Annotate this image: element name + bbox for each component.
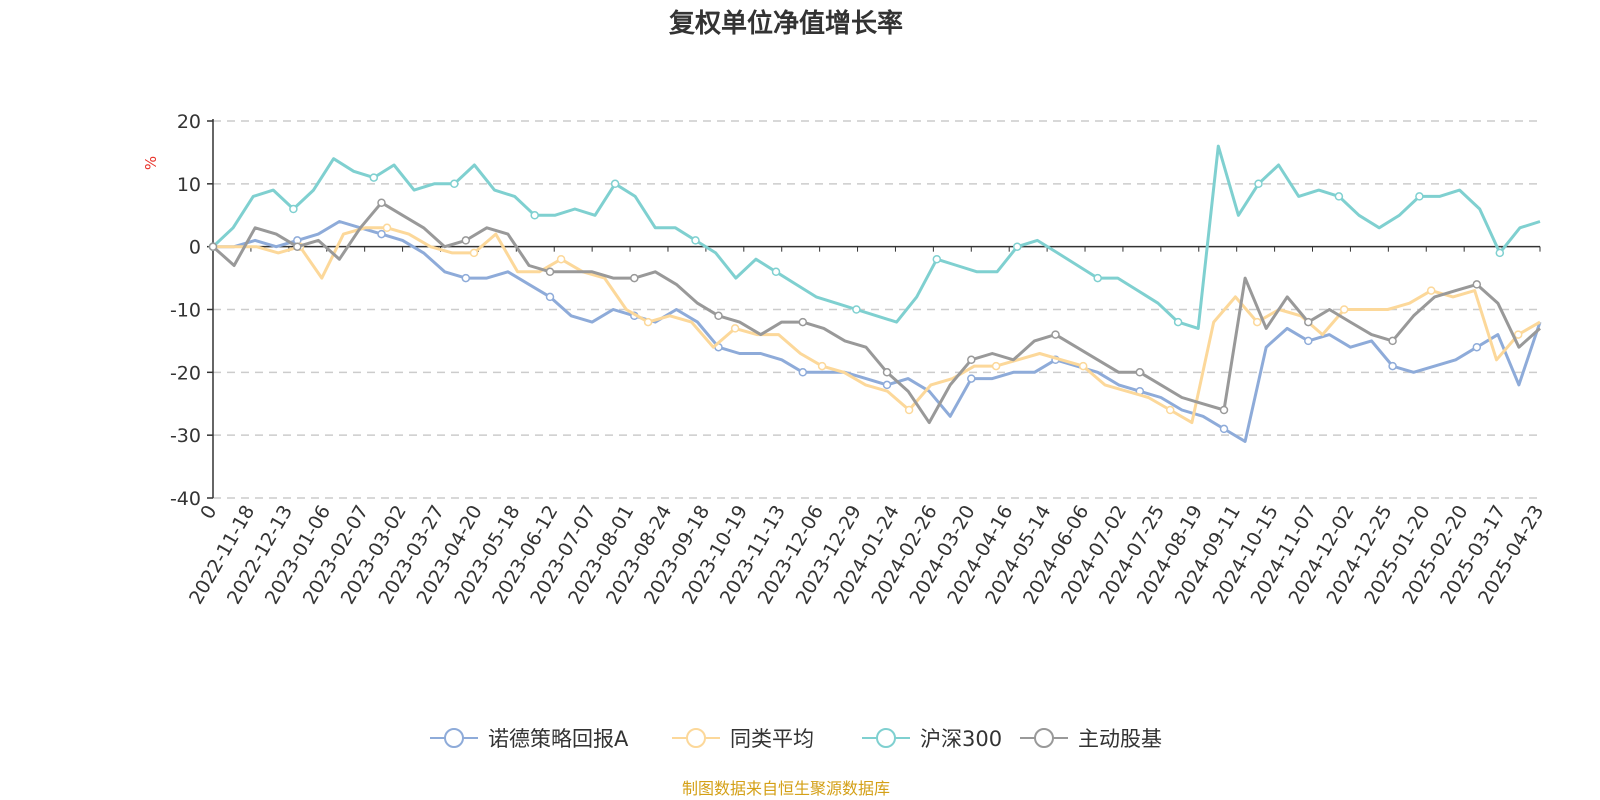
data-point xyxy=(1135,368,1145,377)
legend-label: 诺德策略回报A xyxy=(488,727,629,751)
data-point xyxy=(1334,192,1344,201)
legend-marker xyxy=(1034,728,1054,748)
data-point xyxy=(1219,405,1229,415)
grid-lines xyxy=(213,120,1540,499)
data-point xyxy=(530,211,539,220)
data-point xyxy=(1051,330,1060,339)
data-point xyxy=(1093,273,1102,283)
data-point xyxy=(1472,342,1482,352)
x-tick-label: 0 xyxy=(196,502,221,523)
data-point xyxy=(450,179,459,189)
data-point xyxy=(1219,424,1229,434)
data-point xyxy=(1252,317,1262,327)
data-point xyxy=(1513,330,1523,339)
data-point xyxy=(369,173,379,182)
data-point xyxy=(730,324,740,333)
data-point xyxy=(991,361,1001,371)
chart-title: 复权单位净值增长率 xyxy=(669,8,903,39)
legend-label: 沪深300 xyxy=(920,727,1002,751)
series-line-1 xyxy=(213,226,1541,425)
legend-marker xyxy=(444,728,464,748)
data-point xyxy=(643,317,653,327)
data-point xyxy=(1304,317,1313,327)
y-tick-label: 10 xyxy=(177,174,201,196)
data-point xyxy=(377,198,386,207)
series-line-0 xyxy=(213,220,1542,443)
legend-label: 同类平均 xyxy=(730,727,814,751)
data-point xyxy=(852,305,861,314)
data-point xyxy=(798,368,808,377)
data-point xyxy=(771,267,781,277)
y-tick-label: -20 xyxy=(170,362,201,384)
data-point xyxy=(1254,179,1263,189)
data-point xyxy=(1339,305,1349,314)
data-point xyxy=(545,292,555,302)
data-point xyxy=(461,273,471,283)
y-tick-label: -40 xyxy=(170,488,201,510)
data-point xyxy=(1173,317,1183,327)
series-group xyxy=(208,144,1542,443)
y-tick-label: -10 xyxy=(170,300,201,322)
y-axis-unit: % xyxy=(142,156,160,170)
y-tick-label: 0 xyxy=(189,237,201,259)
data-point xyxy=(293,242,302,251)
data-point xyxy=(798,317,808,327)
legend-marker xyxy=(686,728,706,748)
data-point xyxy=(1388,336,1397,346)
data-point xyxy=(556,254,566,264)
data-point xyxy=(882,380,892,390)
data-point xyxy=(932,254,942,264)
data-point xyxy=(1012,242,1022,251)
data-point xyxy=(1388,361,1397,371)
data-point xyxy=(1304,336,1313,346)
series-line-2 xyxy=(211,144,1541,330)
data-point xyxy=(1426,286,1436,295)
source-note: 制图数据来自恒生聚源数据库 xyxy=(682,779,890,798)
legend-label: 主动股基 xyxy=(1078,727,1162,751)
data-point xyxy=(691,236,700,245)
data-point xyxy=(714,311,723,321)
data-point xyxy=(382,223,392,233)
data-point xyxy=(469,248,479,258)
data-point xyxy=(1415,192,1424,201)
data-point xyxy=(461,236,471,245)
data-point xyxy=(817,361,827,371)
y-axis-ticks: -40 -30 -20 -10 0 10 20 xyxy=(170,111,213,510)
data-point xyxy=(1165,405,1175,415)
data-point xyxy=(1472,280,1482,289)
x-axis-ticks: 02022-11-182022-12-132023-01-062023-02-0… xyxy=(185,246,1548,608)
data-point xyxy=(377,229,386,239)
data-point xyxy=(967,374,976,383)
data-point xyxy=(904,405,914,415)
y-tick-label: 20 xyxy=(177,111,201,133)
data-point xyxy=(967,355,976,365)
data-point xyxy=(208,242,218,251)
series-line-3 xyxy=(212,201,1541,425)
legend: 诺德策略回报A 同类平均 沪深300 主动股基 xyxy=(430,727,1162,751)
data-point xyxy=(1078,361,1088,371)
data-point xyxy=(1495,248,1505,258)
data-point xyxy=(610,179,620,189)
data-point xyxy=(630,273,639,283)
legend-marker xyxy=(876,728,896,748)
data-point xyxy=(545,267,555,277)
data-point xyxy=(882,368,892,377)
y-tick-label: -30 xyxy=(170,425,201,447)
data-point xyxy=(289,204,298,214)
